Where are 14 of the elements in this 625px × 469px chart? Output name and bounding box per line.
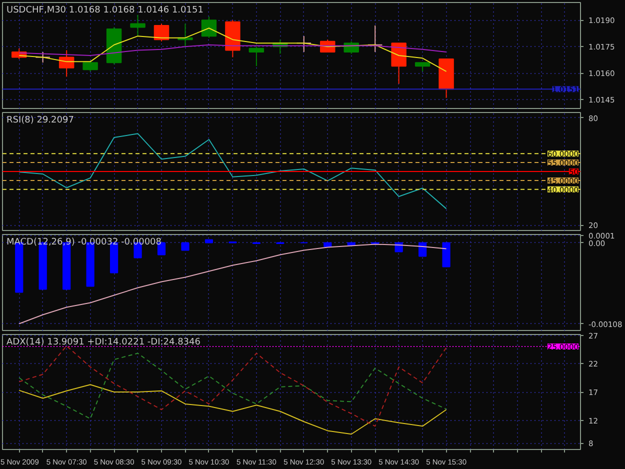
line-series	[18, 345, 447, 427]
candlestick	[201, 16, 217, 38]
line-series	[18, 133, 447, 210]
chart-title: USDCHF,M30 1.0168 1.0168 1.0146 1.0151	[6, 6, 204, 16]
line-series	[18, 384, 447, 435]
line-series	[18, 352, 447, 420]
chart-title: RSI(8) 29.2097	[6, 116, 74, 126]
chart-title: ADX(14) 13.9091 +DI:14.0221 -DI:24.8346	[6, 338, 201, 348]
candlestick	[154, 23, 170, 42]
candlestick	[391, 42, 406, 84]
candlestick	[248, 46, 264, 67]
candlestick	[130, 14, 146, 37]
chart-title: MACD(12,26,9) -0.00032 -0.00008	[6, 238, 162, 248]
candlestick	[35, 51, 50, 64]
